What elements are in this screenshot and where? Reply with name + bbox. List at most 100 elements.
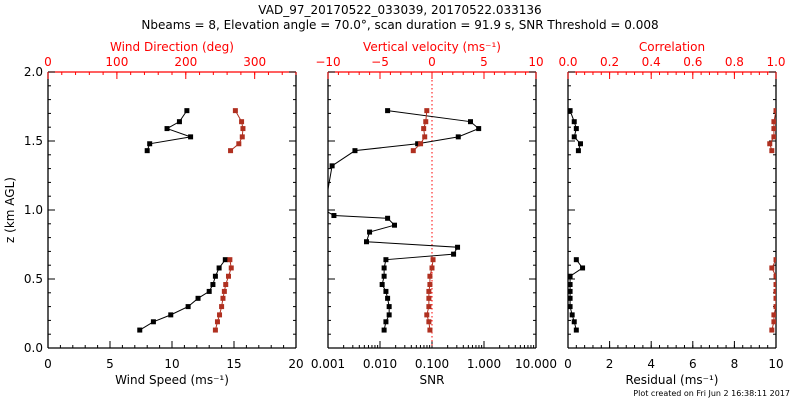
top-tick-label: 0 <box>428 55 436 69</box>
wind-speed-point <box>210 282 216 288</box>
wind-direction-point <box>227 257 233 263</box>
correlation-line <box>771 259 776 331</box>
correlation-point <box>771 134 776 140</box>
wind-direction-point <box>221 288 227 294</box>
wind-direction-point <box>232 108 238 114</box>
vertical-velocity-point <box>427 282 433 288</box>
residual-point <box>568 295 573 301</box>
wind-speed-point <box>176 119 182 125</box>
residual-point <box>571 119 577 125</box>
wind-speed-point <box>195 295 201 301</box>
x-tick-label: 0.001 <box>311 357 345 371</box>
series-group <box>137 108 246 333</box>
vertical-velocity-point <box>421 126 427 132</box>
snr-point <box>383 288 389 294</box>
x-tick-label: 15 <box>226 357 241 371</box>
top-axis-label: Vertical velocity (ms⁻¹) <box>363 40 501 54</box>
correlation-point <box>771 319 776 325</box>
wind-speed-point <box>184 108 190 114</box>
snr-point <box>386 304 392 310</box>
panel-residual: 0 2 4 6 8 10 Residual (ms⁻¹) 0.0 0.2 0.4 0.6 0.8 1.0… <box>558 40 785 387</box>
vertical-velocity-point <box>430 257 436 263</box>
residual-point <box>568 273 573 279</box>
wind-speed-point <box>150 319 156 325</box>
snr-point <box>415 141 421 147</box>
wind-direction-point <box>217 312 223 318</box>
wind-direction-point <box>240 126 246 132</box>
top-tick-label: −10 <box>315 55 340 69</box>
wind-direction-point <box>219 304 225 310</box>
snr-point <box>455 244 461 250</box>
wind-speed-point <box>216 265 222 271</box>
series-group <box>568 108 776 333</box>
correlation-point <box>769 265 775 271</box>
vertical-velocity-point <box>422 134 428 140</box>
x-tick-label: 10 <box>768 357 783 371</box>
vertical-velocity-point <box>410 148 416 154</box>
x-axis-label: SNR <box>420 373 445 387</box>
snr-point <box>467 119 473 125</box>
snr-point <box>383 319 389 325</box>
snr-point <box>451 251 457 257</box>
wind-speed-line <box>139 259 226 331</box>
vertical-velocity-point <box>427 327 433 333</box>
x-axis-label: Residual (ms⁻¹) <box>626 373 719 387</box>
residual-point <box>568 288 573 294</box>
vertical-velocity-point <box>427 273 433 279</box>
x-tick-label: 1.000 <box>467 357 501 371</box>
snr-point <box>383 257 389 263</box>
top-axis-label: Wind Direction (deg) <box>110 40 234 54</box>
residual-point <box>575 148 581 154</box>
x-tick-label: 6 <box>689 357 697 371</box>
wind-direction-point <box>236 141 242 147</box>
vertical-velocity-point <box>426 304 432 310</box>
y-axis-label: z (km AGL) <box>3 177 17 243</box>
residual-point <box>573 257 579 263</box>
snr-point <box>331 213 337 219</box>
top-axis-label: Correlation <box>639 40 705 54</box>
correlation-point <box>773 288 776 294</box>
wind-speed-point <box>188 134 194 140</box>
x-tick-label: 5 <box>106 357 114 371</box>
y-tick-label: 2.0 <box>24 65 43 79</box>
snr-point <box>476 126 482 132</box>
x-tick-label: 0.010 <box>363 357 397 371</box>
residual-point <box>568 282 573 288</box>
correlation-point <box>773 257 776 263</box>
wind-direction-point <box>212 327 218 333</box>
wind-speed-point <box>147 141 153 147</box>
residual-point <box>580 265 586 271</box>
snr-point <box>391 222 397 228</box>
residual-point <box>571 319 577 325</box>
top-tick-label: 10 <box>528 55 543 69</box>
wind-direction-point <box>239 134 245 140</box>
snr-point <box>455 134 461 140</box>
wind-speed-point <box>206 288 212 294</box>
top-tick-label: 200 <box>174 55 197 69</box>
x-tick-label: 4 <box>647 357 655 371</box>
wind-speed-point <box>137 327 143 333</box>
correlation-point <box>769 327 775 333</box>
wind-direction-point <box>225 273 231 279</box>
correlation-point <box>773 273 776 279</box>
snr-point <box>363 239 369 245</box>
wind-direction-point <box>220 295 226 301</box>
figure-title: VAD_97_20170522_033039, 20170522.033136 <box>258 3 541 17</box>
wind-direction-point <box>223 282 229 288</box>
top-tick-label: 0.6 <box>683 55 702 69</box>
snr-point <box>385 108 391 114</box>
residual-point <box>573 327 579 333</box>
vertical-velocity-line <box>426 259 434 331</box>
wind-speed-point <box>212 273 218 279</box>
vertical-velocity-point <box>426 295 432 301</box>
correlation-point <box>769 148 775 154</box>
y-tick-label: 0.0 <box>24 341 43 355</box>
correlation-point <box>773 304 776 310</box>
y-tick-label: 1.5 <box>24 134 43 148</box>
wind-speed-point <box>144 148 150 154</box>
x-tick-label: 8 <box>731 357 739 371</box>
wind-direction-point <box>214 319 220 325</box>
residual-point <box>569 312 575 318</box>
